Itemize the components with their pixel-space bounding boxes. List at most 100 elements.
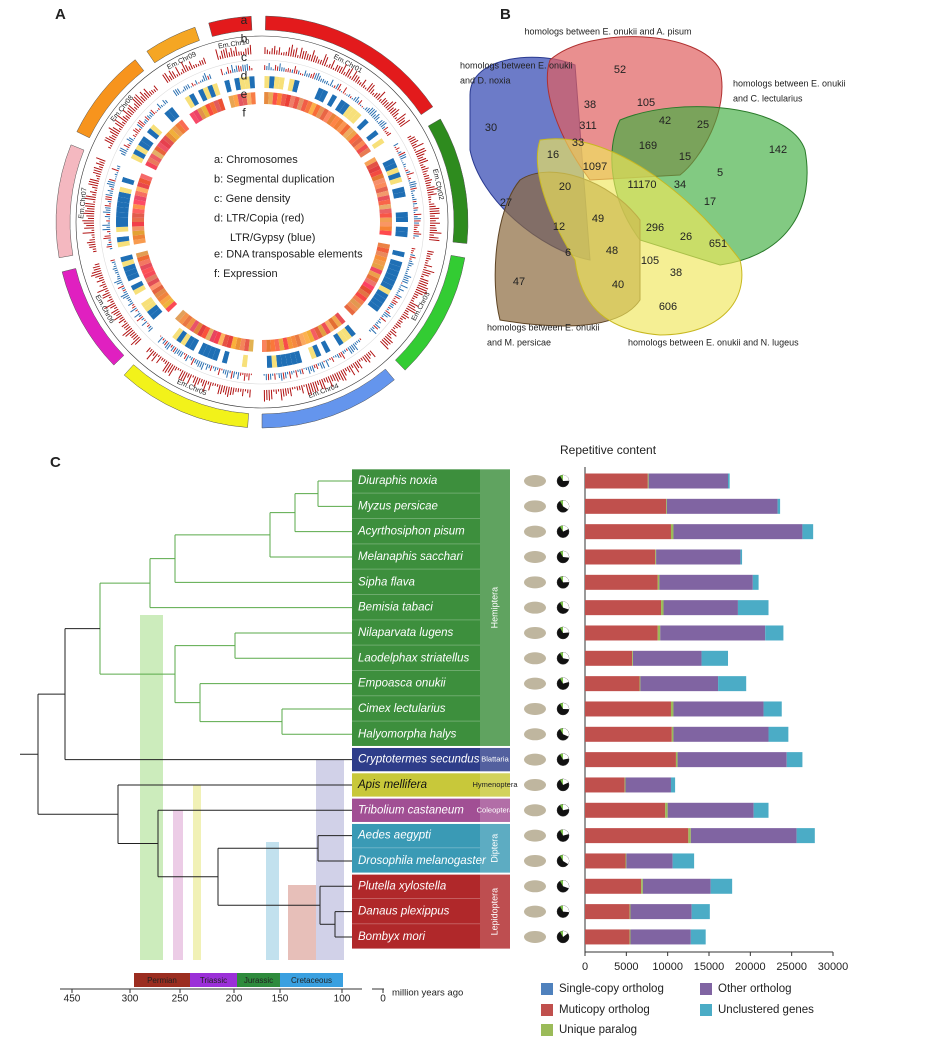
bar-segment <box>585 549 655 564</box>
ltr-density <box>147 116 150 119</box>
gene-density <box>429 206 435 207</box>
ltr-density <box>409 183 416 185</box>
gene-density <box>168 364 173 372</box>
te-block <box>396 227 408 233</box>
time-bands <box>140 615 344 960</box>
gene-density <box>213 383 214 386</box>
ltr-density <box>387 309 389 310</box>
bar-segment <box>630 904 631 919</box>
ltr-density <box>117 282 122 284</box>
gene-density <box>279 47 280 55</box>
period-label: Permian <box>147 976 177 985</box>
gene-density <box>274 46 275 55</box>
order-label: Hemiptera <box>489 587 499 629</box>
gene-density <box>341 370 346 380</box>
venn-set-label: and C. lectularius <box>733 93 803 103</box>
ltr-density <box>138 311 139 312</box>
gene-density <box>405 310 408 312</box>
ltr-density <box>190 356 191 358</box>
te-block <box>396 212 408 218</box>
venn-count: 27 <box>500 197 512 209</box>
bar-segment <box>585 904 630 919</box>
ltr-density <box>135 134 137 135</box>
ltr-density <box>389 305 393 308</box>
expression-block <box>266 340 271 352</box>
gene-density <box>230 387 231 395</box>
bar-segment <box>740 549 742 564</box>
ltr-density <box>183 90 184 92</box>
gene-density <box>95 275 102 277</box>
gene-density <box>430 208 440 209</box>
legend-label: Unclustered genes <box>718 1004 814 1016</box>
ltr-density <box>403 164 406 165</box>
gene-density <box>424 175 429 176</box>
gene-density <box>202 60 204 64</box>
ltr-density <box>284 68 285 72</box>
venn-count: 105 <box>637 97 655 109</box>
ltr-density <box>184 353 185 355</box>
insect-photo <box>524 500 546 512</box>
ltr-density <box>142 318 145 320</box>
gene-density <box>357 80 359 84</box>
ltr-density <box>110 193 113 194</box>
gene-density <box>242 389 243 396</box>
gene-density <box>87 209 94 210</box>
gene-density <box>198 64 199 66</box>
band <box>266 842 279 960</box>
venn-count: 48 <box>606 245 618 257</box>
ltr-density <box>139 315 142 317</box>
legend-item: b: Segmental duplication <box>214 173 334 185</box>
species-label: Tribolium castaneum <box>358 804 464 816</box>
gene-density <box>329 64 331 68</box>
bar-segment <box>673 727 768 742</box>
ltr-density <box>407 173 414 175</box>
gene-density <box>216 49 219 59</box>
gene-density <box>94 167 102 170</box>
species-label: Cryptotermes secundus <box>358 754 480 766</box>
gene-density <box>427 187 435 189</box>
gene-density <box>93 251 96 252</box>
gene-density <box>175 67 180 75</box>
expression-block <box>380 217 392 222</box>
x-tick-label: 20000 <box>735 961 766 973</box>
gene-density <box>231 48 233 57</box>
bar-segment <box>585 575 658 590</box>
gene-density <box>394 325 397 328</box>
ltr-density <box>344 350 345 352</box>
gene-density <box>350 76 351 78</box>
expression-block <box>132 213 144 218</box>
ltr-density <box>132 304 134 305</box>
ltr-density <box>378 321 381 324</box>
ltr-density <box>158 108 159 109</box>
gene-density <box>83 213 94 214</box>
gene-density <box>196 64 197 67</box>
expression-block <box>132 217 144 222</box>
gene-density <box>96 176 100 177</box>
te-block <box>395 231 407 237</box>
gene-density <box>110 301 113 303</box>
gene-density <box>217 384 218 387</box>
gene-density <box>395 117 397 119</box>
ltr-density <box>115 174 118 175</box>
species-label: Laodelphax striatellus <box>358 652 469 664</box>
ltr-density <box>310 366 312 371</box>
gene-density <box>90 179 99 181</box>
expression-block <box>380 226 392 231</box>
bar-segment <box>797 828 815 843</box>
bar-segment <box>660 625 765 640</box>
gene-density <box>178 368 179 370</box>
ltr-density <box>234 69 235 72</box>
gene-density <box>427 256 431 257</box>
gene-density <box>398 118 405 123</box>
gene-density <box>392 109 399 115</box>
ltr-density <box>129 143 131 144</box>
ltr-density <box>121 284 123 285</box>
bar-segment <box>585 625 658 640</box>
te-block <box>396 217 408 222</box>
ltr-density <box>324 361 325 362</box>
bar-segment <box>585 853 626 868</box>
ltr-density <box>360 105 361 106</box>
ltr-density <box>397 292 399 293</box>
gene-density <box>129 105 136 111</box>
bar-segment <box>649 474 728 489</box>
